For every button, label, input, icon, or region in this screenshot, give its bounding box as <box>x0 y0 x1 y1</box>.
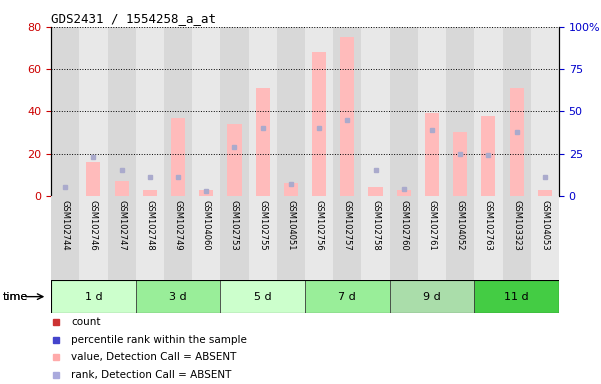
Text: GSM102747: GSM102747 <box>117 200 126 251</box>
Text: 5 d: 5 d <box>254 291 272 302</box>
Bar <box>474 280 559 313</box>
Bar <box>136 280 221 313</box>
Text: GSM104060: GSM104060 <box>202 200 211 251</box>
Bar <box>474 196 502 280</box>
Text: GSM102749: GSM102749 <box>174 200 183 251</box>
Bar <box>333 27 361 196</box>
Bar <box>446 27 474 196</box>
Text: GSM102763: GSM102763 <box>484 200 493 251</box>
Bar <box>249 196 277 280</box>
Bar <box>538 189 552 196</box>
Text: 3 d: 3 d <box>169 291 187 302</box>
Bar <box>305 280 389 313</box>
Bar <box>418 196 446 280</box>
Bar <box>79 27 108 196</box>
Bar <box>79 196 108 280</box>
Text: time: time <box>3 291 28 302</box>
Text: 11 d: 11 d <box>504 291 529 302</box>
Bar <box>446 196 474 280</box>
Bar <box>255 88 270 196</box>
Bar <box>425 114 439 196</box>
Bar <box>171 118 185 196</box>
Bar <box>389 196 418 280</box>
Bar <box>340 38 355 196</box>
Bar <box>143 189 157 196</box>
Bar <box>510 88 523 196</box>
Text: 1 d: 1 d <box>85 291 102 302</box>
Text: percentile rank within the sample: percentile rank within the sample <box>72 334 247 344</box>
Bar <box>227 124 242 196</box>
Bar <box>397 189 411 196</box>
Bar <box>361 27 389 196</box>
Bar <box>199 189 213 196</box>
Text: GSM102758: GSM102758 <box>371 200 380 251</box>
Bar <box>221 27 249 196</box>
Bar <box>87 162 100 196</box>
Bar <box>531 196 559 280</box>
Bar <box>221 280 305 313</box>
Bar <box>164 196 192 280</box>
Bar <box>312 52 326 196</box>
Bar <box>361 196 389 280</box>
Text: count: count <box>72 317 101 327</box>
Bar <box>108 196 136 280</box>
Text: GSM102761: GSM102761 <box>427 200 436 251</box>
Text: GSM102753: GSM102753 <box>230 200 239 251</box>
Text: time: time <box>3 291 28 302</box>
Bar <box>277 196 305 280</box>
Bar <box>51 196 79 280</box>
Bar <box>192 27 221 196</box>
Bar <box>164 27 192 196</box>
Bar <box>136 27 164 196</box>
Bar <box>453 132 467 196</box>
Bar <box>51 280 136 313</box>
Text: GSM103323: GSM103323 <box>512 200 521 251</box>
Text: 7 d: 7 d <box>338 291 356 302</box>
Bar <box>284 183 298 196</box>
Text: rank, Detection Call = ABSENT: rank, Detection Call = ABSENT <box>72 370 232 380</box>
Bar <box>481 116 495 196</box>
Text: GSM104053: GSM104053 <box>540 200 549 251</box>
Text: 9 d: 9 d <box>423 291 441 302</box>
Text: GSM102756: GSM102756 <box>314 200 323 251</box>
Bar <box>192 196 221 280</box>
Text: GSM102755: GSM102755 <box>258 200 267 251</box>
Text: GSM102760: GSM102760 <box>399 200 408 251</box>
Bar <box>136 196 164 280</box>
Bar <box>502 27 531 196</box>
Bar <box>389 27 418 196</box>
Bar <box>249 27 277 196</box>
Bar <box>389 280 474 313</box>
Bar <box>531 27 559 196</box>
Text: GSM102757: GSM102757 <box>343 200 352 251</box>
Bar <box>333 196 361 280</box>
Text: GSM102748: GSM102748 <box>145 200 154 251</box>
Bar <box>502 196 531 280</box>
Bar <box>115 181 129 196</box>
Text: GDS2431 / 1554258_a_at: GDS2431 / 1554258_a_at <box>51 12 216 25</box>
Bar <box>368 187 383 196</box>
Bar <box>474 27 502 196</box>
Bar <box>277 27 305 196</box>
Text: GSM104051: GSM104051 <box>287 200 296 251</box>
Bar <box>305 196 333 280</box>
Bar <box>418 27 446 196</box>
Bar <box>108 27 136 196</box>
Bar <box>221 196 249 280</box>
Text: GSM102744: GSM102744 <box>61 200 70 251</box>
Text: value, Detection Call = ABSENT: value, Detection Call = ABSENT <box>72 353 237 362</box>
Bar <box>305 27 333 196</box>
Text: GSM102746: GSM102746 <box>89 200 98 251</box>
Bar <box>51 27 79 196</box>
Text: GSM104052: GSM104052 <box>456 200 465 251</box>
